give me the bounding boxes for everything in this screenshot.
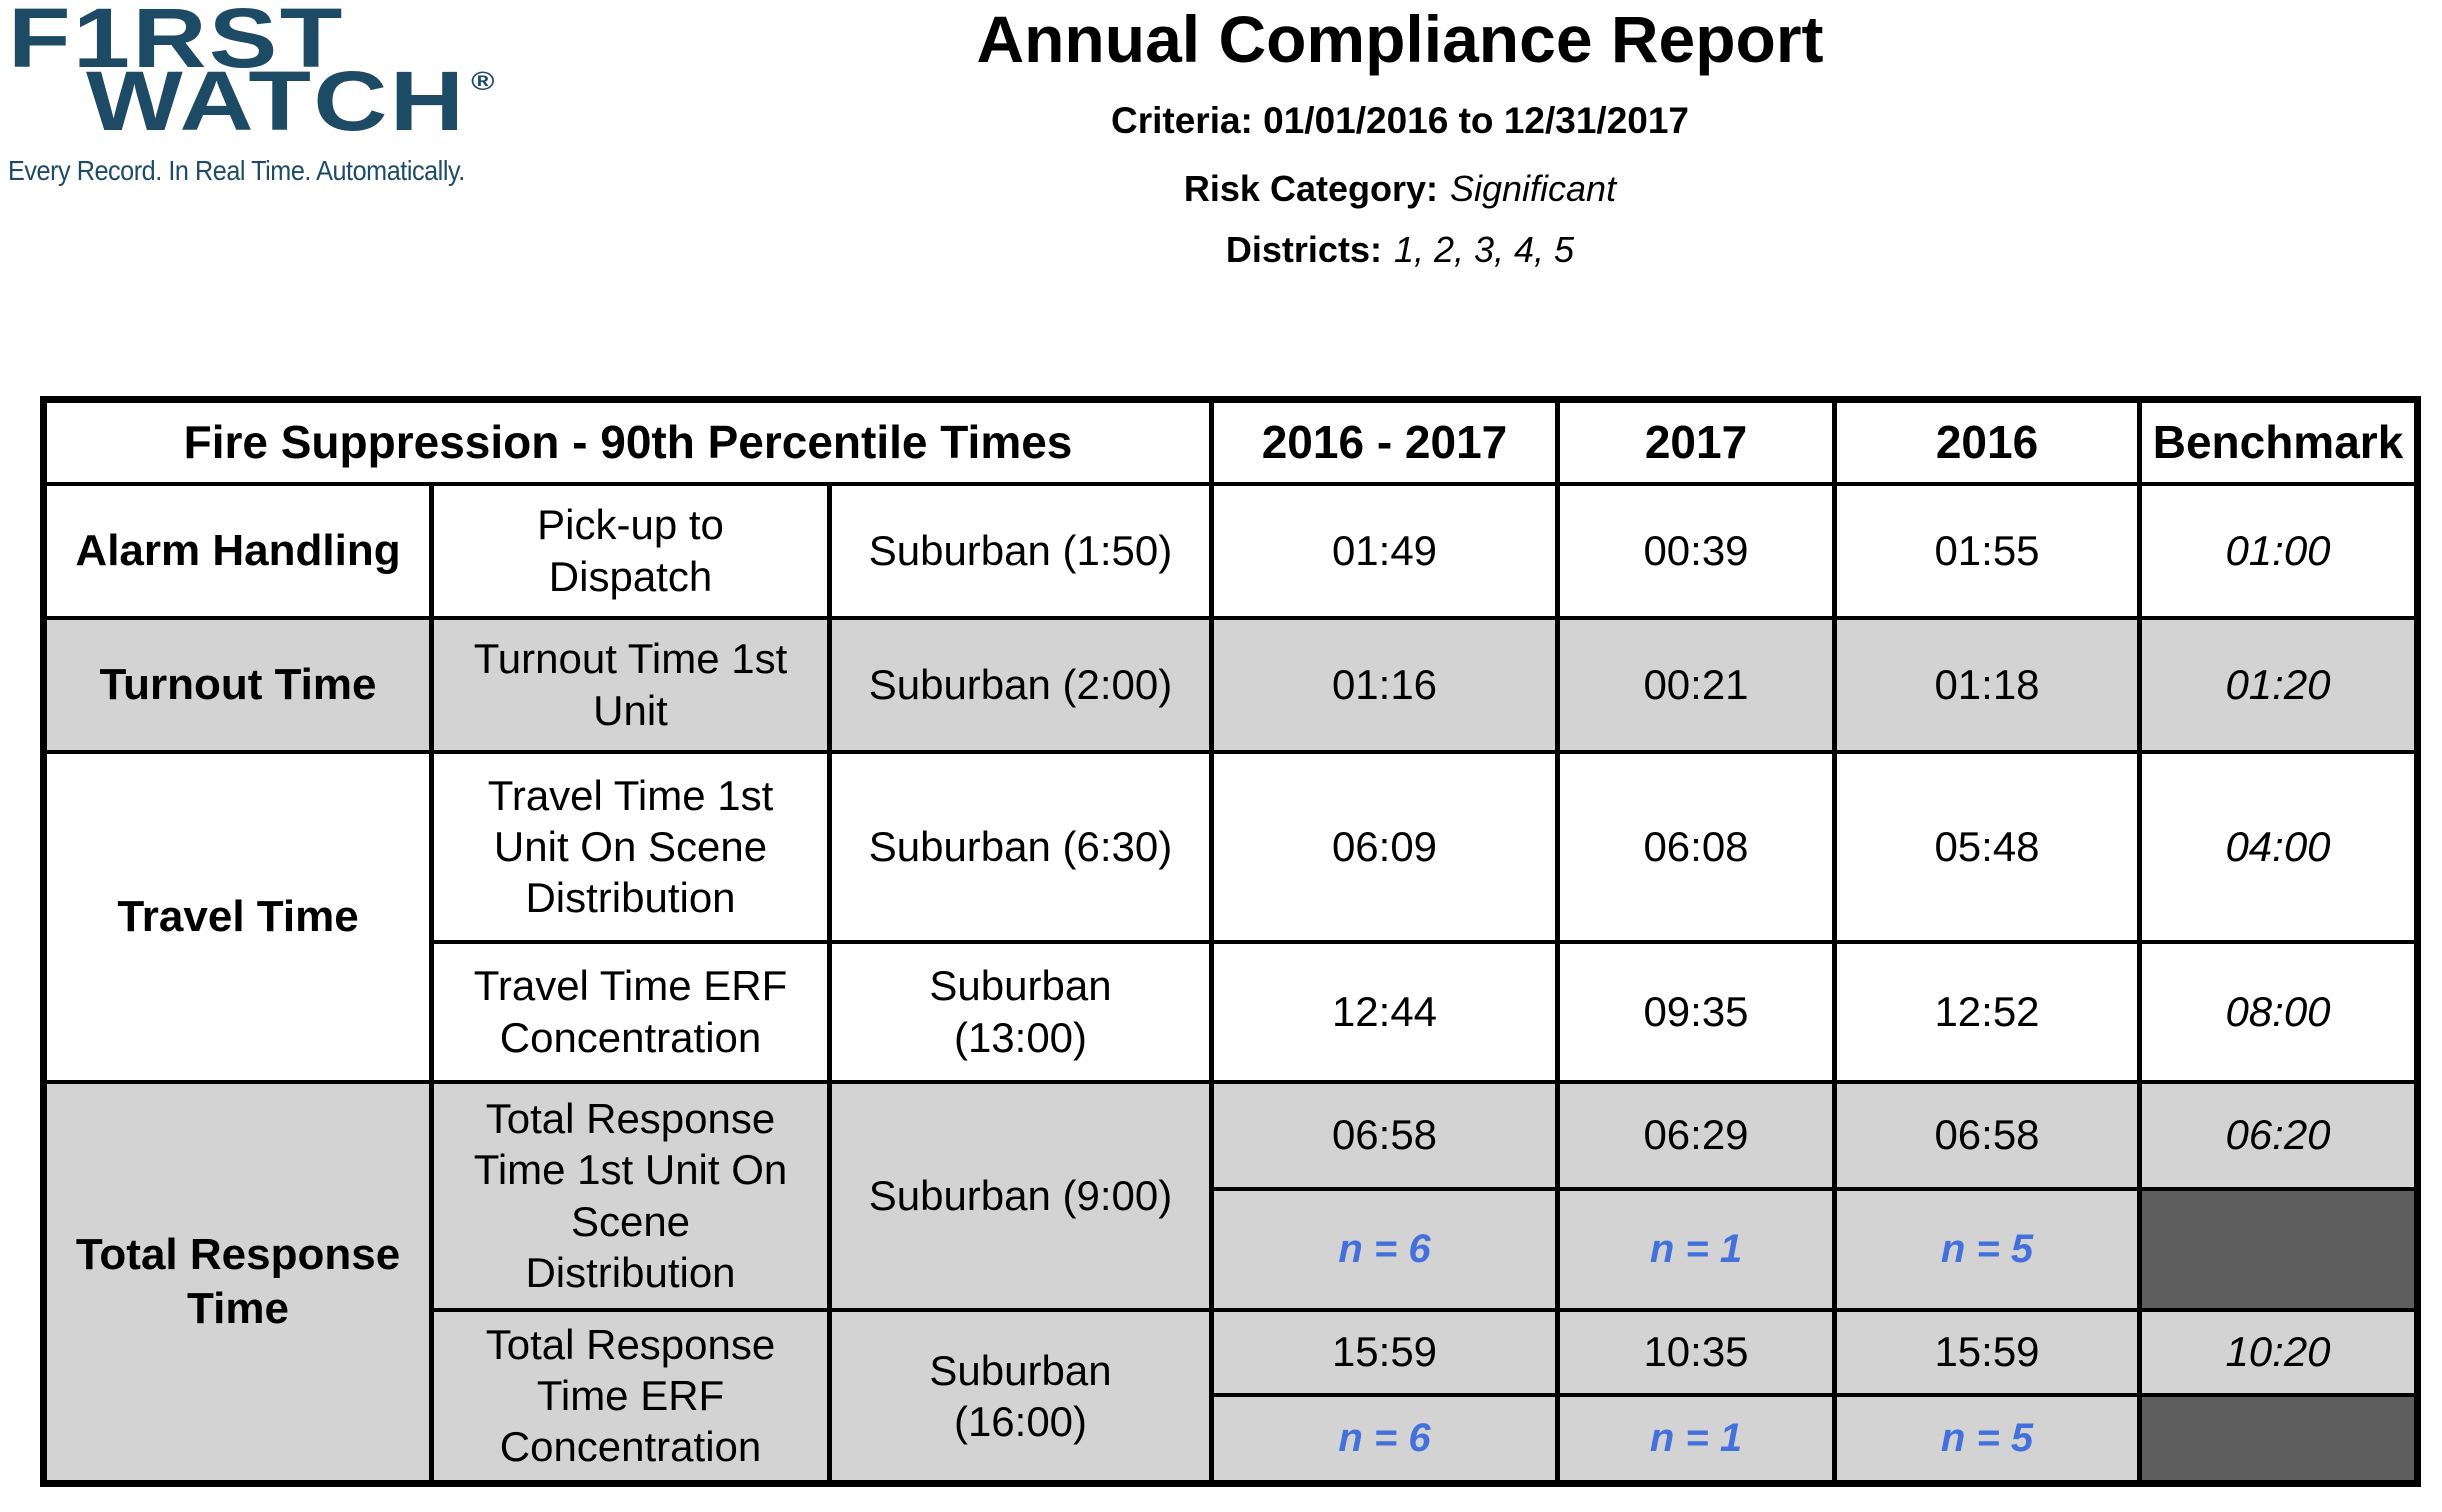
registered-trademark-icon: ® xyxy=(471,66,495,97)
year-header-cell: 2016 xyxy=(1832,397,2142,486)
value-cell: 01:18 xyxy=(1832,615,2142,754)
measure-cell: Travel Time ERF Concentration xyxy=(429,939,832,1084)
value-cell: 06:09 xyxy=(1209,749,1560,944)
risk-category-line: Risk Category: Significant xyxy=(370,168,2430,210)
year-header-cell: Benchmark xyxy=(2137,397,2420,486)
count-cell: n = 5 xyxy=(1832,1392,2142,1486)
value-cell: 05:48 xyxy=(1832,749,2142,944)
logo-word-watch: WATCH ® xyxy=(86,59,610,143)
districts-value: 1, 2, 3, 4, 5 xyxy=(1393,229,1575,270)
value-cell: 01:16 xyxy=(1209,615,1560,754)
value-cell: 09:35 xyxy=(1555,939,1837,1084)
value-cell: 12:44 xyxy=(1209,939,1560,1084)
benchmark-na-cell xyxy=(2137,1186,2420,1312)
benchmark-cell: 04:00 xyxy=(2137,749,2420,944)
benchmark-cell: 08:00 xyxy=(2137,939,2420,1084)
value-cell: 06:58 xyxy=(1209,1079,1560,1191)
count-cell: n = 6 xyxy=(1209,1392,1560,1486)
table-row: n = 6 n = 1 n = 5 xyxy=(44,1392,2420,1486)
zone-cell: Suburban (6:30) xyxy=(827,749,1214,944)
category-cell: Turnout Time xyxy=(41,615,434,754)
value-cell: 00:39 xyxy=(1555,481,1837,620)
count-cell: n = 6 xyxy=(1209,1186,1560,1312)
value-cell: 06:08 xyxy=(1555,749,1837,944)
logo-word-first: F1RST xyxy=(8,0,345,85)
firstwatch-logo: F1RST WATCH ® Every Record. In Real Time.… xyxy=(8,0,516,187)
table-row: Total Response Time Total Response Time … xyxy=(41,1079,2420,1486)
districts-line: Districts: 1, 2, 3, 4, 5 xyxy=(370,229,2430,271)
value-cell: 06:58 xyxy=(1832,1079,2142,1191)
benchmark-cell: 01:00 xyxy=(2137,481,2420,620)
logo-word-watch-text: WATCH xyxy=(86,54,467,149)
table-row: Turnout Time Turnout Time 1st Unit Subur… xyxy=(41,615,2420,754)
value-cell: 15:59 xyxy=(1832,1307,2142,1397)
logo-tagline: Every Record. In Real Time. Automaticall… xyxy=(8,154,465,186)
value-cell: 01:55 xyxy=(1832,481,2142,620)
value-cell: 00:21 xyxy=(1555,615,1837,754)
count-cell: n = 1 xyxy=(1555,1186,1837,1312)
table-row: Total Response Time ERF Concentration Su… xyxy=(44,1307,2420,1486)
criteria-line: Criteria: 01/01/2016 to 12/31/2017 xyxy=(1111,100,1689,141)
risk-category-value: Significant xyxy=(1449,168,1617,209)
measure-cell: Total Response Time 1st Unit On Scene Di… xyxy=(429,1079,832,1312)
count-cell: n = 5 xyxy=(1832,1186,2142,1312)
year-header-cell: 2017 xyxy=(1555,397,1837,486)
benchmark-cell: 06:20 xyxy=(2137,1079,2420,1191)
compliance-table: Fire Suppression - 90th Percentile Times… xyxy=(40,396,2421,1487)
table-row: Travel Time ERF Concentration Suburban (… xyxy=(44,939,2420,1084)
zone-cell: Suburban (1:50) xyxy=(827,481,1214,620)
table-row: Alarm Handling Pick-up to Dispatch Subur… xyxy=(41,481,2420,620)
group-header-cell: Fire Suppression - 90th Percentile Times xyxy=(41,397,1214,486)
value-cell: 12:52 xyxy=(1832,939,2142,1084)
value-cell: 06:29 xyxy=(1555,1079,1837,1191)
report-header: Annual Compliance Report Criteria: 01/01… xyxy=(370,0,2430,271)
zone-cell: Suburban (2:00) xyxy=(827,615,1214,754)
measure-cell: Turnout Time 1st Unit xyxy=(429,615,832,754)
zone-cell: Suburban (16:00) xyxy=(827,1307,1214,1486)
year-header-cell: 2016 - 2017 xyxy=(1209,397,1560,486)
category-cell: Alarm Handling xyxy=(41,481,434,620)
risk-category-label: Risk Category: xyxy=(1183,168,1438,209)
table-row: n = 6 n = 1 n = 5 xyxy=(44,1186,2420,1312)
zone-cell: Suburban (13:00) xyxy=(827,939,1214,1084)
benchmark-na-cell xyxy=(2137,1392,2420,1486)
table-row: Travel Time Travel Time 1st Unit On Scen… xyxy=(41,749,2420,1084)
value-cell: 01:49 xyxy=(1209,481,1560,620)
measure-cell: Travel Time 1st Unit On Scene Distributi… xyxy=(429,749,832,944)
page-title: Annual Compliance Report xyxy=(976,2,1824,76)
value-cell: 15:59 xyxy=(1209,1307,1560,1397)
measure-cell: Pick-up to Dispatch xyxy=(429,481,832,620)
table-header-row: Fire Suppression - 90th Percentile Times… xyxy=(41,397,2420,486)
count-cell: n = 1 xyxy=(1555,1392,1837,1486)
benchmark-cell: 10:20 xyxy=(2137,1307,2420,1397)
category-cell: Total Response Time xyxy=(41,1079,434,1486)
measure-cell: Total Response Time ERF Concentration xyxy=(429,1307,832,1486)
zone-cell: Suburban (9:00) xyxy=(827,1079,1214,1312)
districts-label: Districts: xyxy=(1225,229,1382,270)
category-cell: Travel Time xyxy=(41,749,434,1084)
value-cell: 10:35 xyxy=(1555,1307,1837,1397)
benchmark-cell: 01:20 xyxy=(2137,615,2420,754)
